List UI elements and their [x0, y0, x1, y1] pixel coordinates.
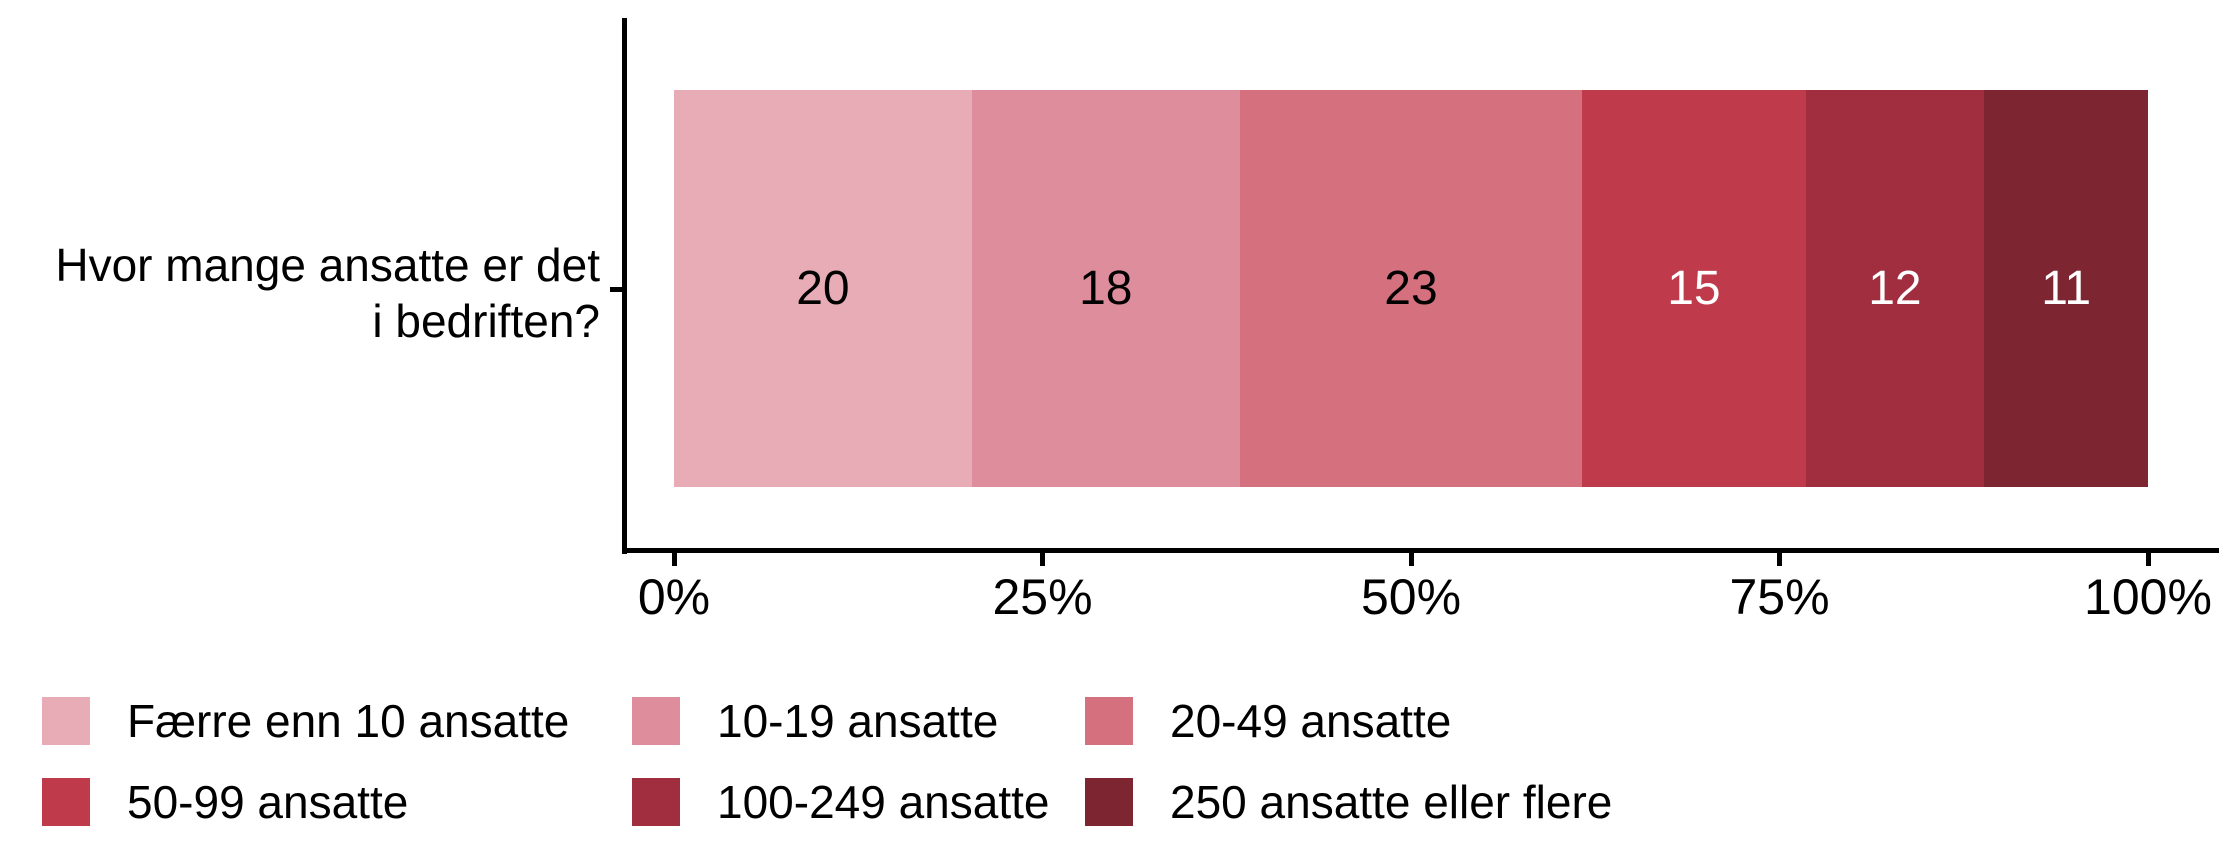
legend-swatch-icon: [1085, 778, 1133, 826]
y-axis-category-label-line1: Hvor mange ansatte er det: [55, 239, 600, 291]
legend-label: Færre enn 10 ansatte: [127, 695, 570, 747]
x-axis-tick: [1408, 553, 1414, 566]
x-axis-tick-label: 0%: [637, 569, 711, 625]
legend-item-3: 20-49 ansatte: [1085, 694, 1612, 748]
legend-label: 10-19 ansatte: [717, 695, 999, 747]
legend-item-6: 250 ansatte eller flere: [1085, 775, 1612, 829]
legend-label: 50-99 ansatte: [127, 776, 409, 828]
legend-label: 100-249 ansatte: [717, 776, 1050, 828]
x-axis-tick-label: 100%: [2084, 569, 2212, 625]
bar-segment-4: 15: [1582, 90, 1806, 487]
legend-item-2: 10-19 ansatte: [632, 694, 1085, 748]
stacked-bar: 20 18 23 15 12 11: [674, 90, 2148, 487]
legend-item-1: Færre enn 10 ansatte: [42, 694, 632, 748]
bar-segment-value-label: 20: [796, 262, 850, 315]
x-axis-line: [622, 548, 2219, 553]
bar-segment-value-label: 18: [1079, 262, 1133, 315]
bar-segment-3: 23: [1239, 90, 1583, 487]
bar-segment-value-label: 12: [1868, 262, 1922, 315]
y-axis-category-label: Hvor mange ansatte er det i bedriften?: [55, 237, 600, 349]
y-axis-category-label-line2: i bedriften?: [372, 295, 600, 347]
bar-segment-value-label: 23: [1384, 262, 1438, 315]
bar-segment-value-label: 15: [1667, 262, 1721, 315]
x-axis-tick: [1777, 553, 1782, 566]
bar-segment-1: 20: [674, 90, 972, 487]
bar-segment-5: 12: [1805, 90, 1985, 487]
x-axis-tick-label: 75%: [1729, 569, 1830, 625]
legend-swatch-icon: [632, 778, 680, 826]
legend-swatch-icon: [42, 778, 90, 826]
x-axis-tick: [2145, 553, 2151, 566]
y-axis-line: [622, 18, 627, 554]
legend: Færre enn 10 ansatte 10-19 ansatte 20-49 a…: [42, 694, 1612, 829]
bar-segment-2: 18: [971, 90, 1240, 487]
legend-item-4: 50-99 ansatte: [42, 775, 632, 829]
x-axis-tick: [671, 553, 677, 566]
legend-swatch-icon: [1085, 697, 1133, 745]
y-axis-tick: [610, 287, 622, 292]
x-axis-tick-label: 25%: [992, 569, 1093, 625]
bar-segment-value-label: 11: [2041, 262, 2092, 315]
x-axis-tick-label: 50%: [1360, 569, 1462, 625]
legend-swatch-icon: [42, 697, 90, 745]
legend-item-5: 100-249 ansatte: [632, 775, 1085, 829]
legend-label: 20-49 ansatte: [1170, 695, 1452, 747]
bar-segment-6: 11: [1984, 90, 2148, 487]
legend-swatch-icon: [632, 697, 680, 745]
x-axis-tick: [1040, 553, 1045, 566]
legend-label: 250 ansatte eller flere: [1170, 776, 1613, 828]
